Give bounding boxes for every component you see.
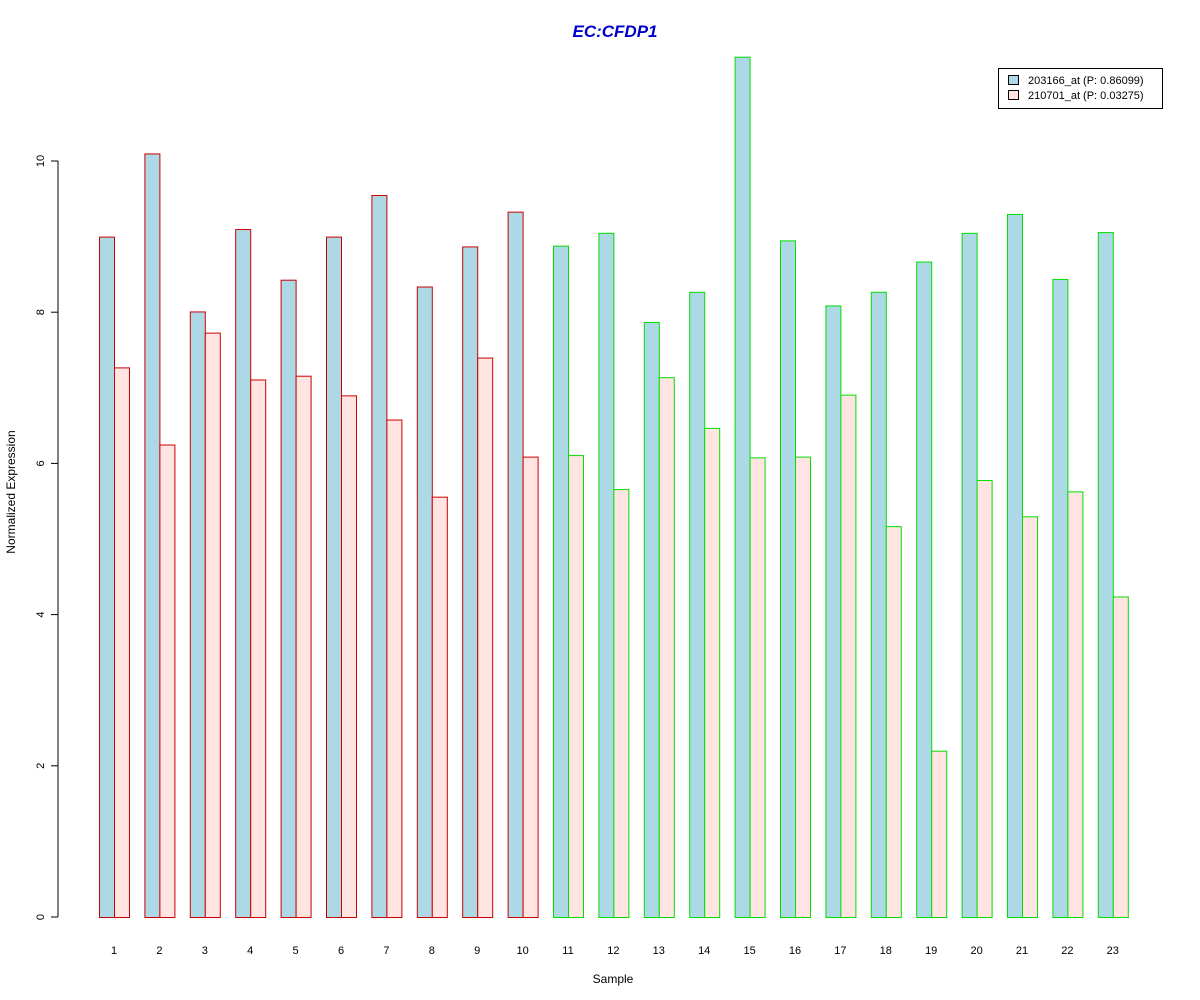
legend-entry: 203166_at (P: 0.86099) [1028,75,1144,87]
bar-203166-at [643,322,660,918]
bar-210701-at [204,332,221,918]
bar-203166-at [598,232,615,918]
legend-swatch [1008,90,1019,100]
x-tick-label: 13 [653,945,665,957]
bar-203166-at [371,195,388,918]
chart-title: EC:CFDP1 [572,22,657,41]
y-tick-label: 6 [35,460,47,466]
x-tick-label: 10 [516,945,528,957]
bar-210701-at [1112,596,1129,918]
bar-210701-at [976,480,993,918]
bar-203166-at [961,232,978,918]
x-tick-label: 8 [429,945,435,957]
x-tick-label: 21 [1016,945,1028,957]
bar-210701-at [250,379,267,918]
bar-210701-at [795,456,811,918]
bar-203166-at [825,305,842,918]
bar-203166-at [1097,232,1114,918]
legend-swatch [1008,75,1019,85]
bar-210701-at [477,357,494,918]
bar-210701-at [568,455,584,918]
legend-box [998,68,1163,109]
x-tick-label: 12 [607,945,619,957]
bar-210701-at [522,456,539,918]
bar-210701-at [931,750,948,918]
bar-210701-at [613,489,630,918]
bar-203166-at [734,56,751,919]
x-tick-label: 16 [789,945,801,957]
bar-210701-at [295,375,312,919]
x-axis-tick-labels: 1 2 3 4 5 6 7 8 9 10 11 12 13 14 15 16 17 18 19 20 21 22 23 [111,945,1119,957]
bar-203166-at [99,236,115,919]
x-tick-label: 3 [202,945,208,957]
bar-210701-at [1022,516,1038,918]
x-tick-label: 4 [247,945,253,957]
y-tick-label: 2 [35,763,47,769]
x-tick-label: 6 [338,945,344,957]
bar-210701-at [159,444,176,918]
x-axis-label: Sample [593,972,634,986]
bar-210701-at [114,367,130,918]
bar-210701-at [749,457,766,918]
bar-203166-at [553,245,569,918]
y-axis: 0 2 4 6 8 10 [35,155,59,920]
bar-203166-at [1007,213,1023,919]
x-tick-label: 17 [834,945,846,957]
x-tick-label: 20 [970,945,982,957]
legend-entry: 210701_at (P: 0.03275) [1028,90,1144,102]
y-tick-label: 8 [35,309,47,315]
bar-210701-at [658,377,675,918]
bar-203166-at [780,240,796,918]
x-tick-label: 18 [880,945,892,957]
x-tick-label: 1 [111,945,117,957]
x-tick-label: 22 [1061,945,1073,957]
x-tick-label: 9 [474,945,480,957]
bar-210701-at [431,496,448,918]
bar-203166-at [326,236,342,919]
x-tick-label: 5 [293,945,299,957]
x-tick-label: 11 [562,945,573,957]
x-tick-label: 15 [743,945,755,957]
y-tick-label: 0 [35,914,47,920]
bar-210701-at [885,526,902,918]
bar-210701-at [386,419,403,918]
bar-203166-at [189,311,206,919]
y-axis-label: Normalized Expression [4,430,18,553]
bar-203166-at [507,211,524,919]
bar-210701-at [704,427,721,918]
bar-210701-at [341,395,357,918]
bar-203166-at [1052,278,1069,919]
x-tick-label: 23 [1107,945,1119,957]
x-tick-label: 19 [925,945,937,957]
x-tick-label: 7 [383,945,389,957]
bar-203166-at [416,286,433,919]
bar-203166-at [280,279,297,918]
bar-210701-at [840,394,857,918]
y-tick-label: 4 [35,612,47,618]
legend: 203166_at (P: 0.86099) 210701_at (P: 0.03… [998,68,1163,109]
bar-210701-at [1067,491,1084,918]
x-tick-label: 2 [156,945,162,957]
bar-203166-at [870,291,887,918]
x-tick-label: 14 [698,945,710,957]
bar-203166-at [916,261,933,919]
bars [99,56,1129,919]
bar-203166-at [235,229,252,919]
bar-203166-at [689,291,706,918]
bar-203166-at [462,246,479,919]
bar-203166-at [144,153,161,918]
y-tick-label: 10 [35,155,47,167]
